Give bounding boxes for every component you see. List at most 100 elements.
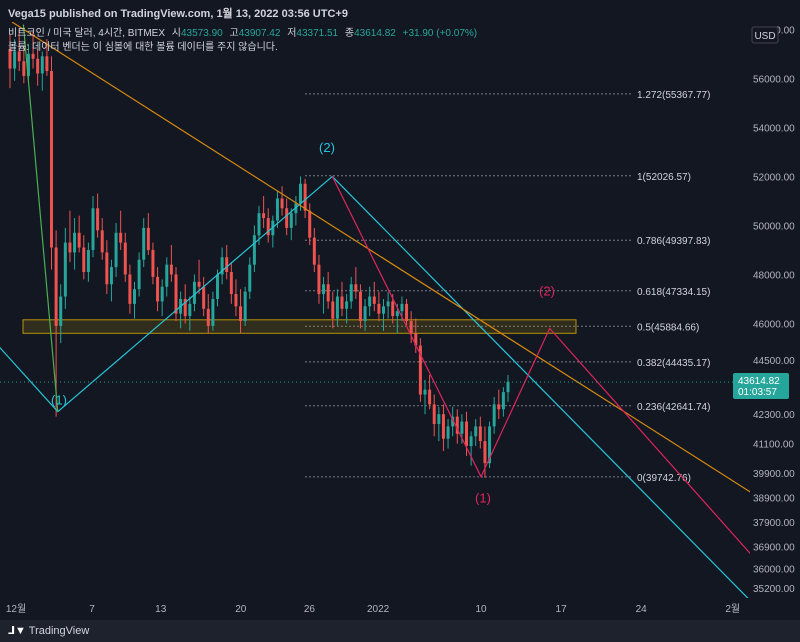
price-tick: 36900.00 <box>753 543 795 554</box>
price-chart[interactable]: 1.272(55367.77) 1(52026.57) 0.786(49397.83… <box>0 22 800 620</box>
candle-body <box>183 298 187 317</box>
candle-body <box>197 281 201 287</box>
fib-label: 0(39742.76) <box>637 473 691 484</box>
candle-body <box>303 183 307 211</box>
candle-body <box>340 296 344 309</box>
candle-body <box>220 257 224 275</box>
candle-body <box>146 227 150 250</box>
price-tick: 42300.00 <box>753 410 795 421</box>
tv-logo-icon: ⅃▼ <box>8 625 26 637</box>
candle-body <box>50 71 53 248</box>
candle-body <box>86 249 90 273</box>
time-tick: 17 <box>556 604 568 615</box>
trendline <box>22 24 59 412</box>
candle-body <box>488 426 492 464</box>
candle-body <box>119 232 123 243</box>
candle-body <box>8 48 12 69</box>
legend-close: 43614.82 <box>354 28 396 39</box>
candle-body <box>428 389 432 405</box>
candle-body <box>192 281 196 304</box>
candle-body <box>469 436 473 447</box>
wave-labels: (1) (2) (1) (2) <box>51 140 555 506</box>
candle-body <box>418 345 422 395</box>
wave-label: (1) <box>51 392 67 407</box>
candle-body <box>133 289 136 304</box>
candle-body <box>63 242 67 297</box>
candle-body <box>335 296 339 319</box>
candle-body <box>317 264 321 295</box>
candle-body <box>478 426 482 442</box>
time-tick: 2월 <box>725 603 740 615</box>
candle-body <box>169 264 173 275</box>
trendline <box>0 175 749 598</box>
resistance-zone <box>22 319 577 334</box>
candle-body <box>96 208 100 231</box>
candle-body <box>73 232 77 253</box>
wave-label: (1) <box>475 490 491 505</box>
candle-body <box>165 264 169 287</box>
legend-high: 43907.42 <box>239 28 281 39</box>
candle-body <box>289 213 293 228</box>
candle-body <box>275 198 279 221</box>
price-tick: 48000.00 <box>753 270 795 281</box>
candle-body <box>455 416 459 434</box>
candle-body <box>100 230 104 253</box>
fib-label: 1.272(55367.77) <box>637 90 710 101</box>
fib-label: 0.236(42641.74) <box>637 402 710 413</box>
candle-body <box>368 296 372 307</box>
candle-body <box>202 286 206 309</box>
candle-body <box>142 227 146 260</box>
candle-body <box>248 264 252 292</box>
candle-body <box>13 51 17 69</box>
time-tick: 13 <box>155 604 167 615</box>
candle-body <box>114 232 118 268</box>
candle-body <box>105 252 109 285</box>
price-tick: 38900.00 <box>753 494 795 505</box>
candle-body <box>188 303 192 317</box>
candle-body <box>59 296 63 326</box>
candle-body <box>137 259 141 290</box>
candle-body <box>377 303 381 314</box>
time-tick: 26 <box>304 604 316 615</box>
fib-label: 0.618(47334.15) <box>637 287 710 298</box>
time-tick: 20 <box>235 604 247 615</box>
candle-body <box>285 208 289 228</box>
candle-body <box>349 284 353 302</box>
candle-body <box>77 232 81 248</box>
fib-levels: 1.272(55367.77) 1(52026.57) 0.786(49397.83… <box>305 90 710 484</box>
candle-body <box>400 303 404 312</box>
legend-low-label: 저 <box>287 27 296 39</box>
candle-body <box>128 274 132 304</box>
candle-body <box>280 198 284 209</box>
price-tick: 46000.00 <box>753 319 795 330</box>
price-tick: 36000.00 <box>753 565 795 576</box>
legend-high-label: 고 <box>230 28 239 39</box>
candle-body <box>262 213 266 219</box>
candle-body <box>160 286 164 302</box>
time-tick: 12월 <box>6 603 26 615</box>
legend-open: 43573.90 <box>181 28 223 39</box>
fib-label: 0.5(45884.66) <box>637 322 699 333</box>
fib-label: 0.382(44435.17) <box>637 358 710 369</box>
candle-body <box>40 56 44 74</box>
legend-low: 43371.51 <box>296 28 338 39</box>
candle-body <box>266 218 270 236</box>
last-price-badge <box>733 372 789 399</box>
publisher-text: Vega15 published on TradingView.com, 1월 … <box>8 8 348 20</box>
candle-body <box>45 56 49 72</box>
currency-badge[interactable]: USD <box>751 26 779 44</box>
tradingview-logo[interactable]: ⅃▼ TradingView <box>8 624 89 637</box>
candle-body <box>31 53 35 59</box>
candle-body <box>299 183 302 204</box>
candle-body <box>326 284 330 302</box>
candle-body <box>474 426 478 437</box>
candle-body <box>414 333 418 346</box>
candle-body <box>322 284 326 295</box>
brand-name: TradingView <box>28 625 90 637</box>
candle-body <box>234 294 238 307</box>
candle-body <box>354 284 358 292</box>
fib-label: 0.786(49397.83) <box>637 236 710 247</box>
time-axis[interactable]: 12월 7 13 20 26 2022 10 17 24 2월 <box>0 598 800 620</box>
candle-body <box>225 257 229 273</box>
candle-body <box>123 242 127 275</box>
